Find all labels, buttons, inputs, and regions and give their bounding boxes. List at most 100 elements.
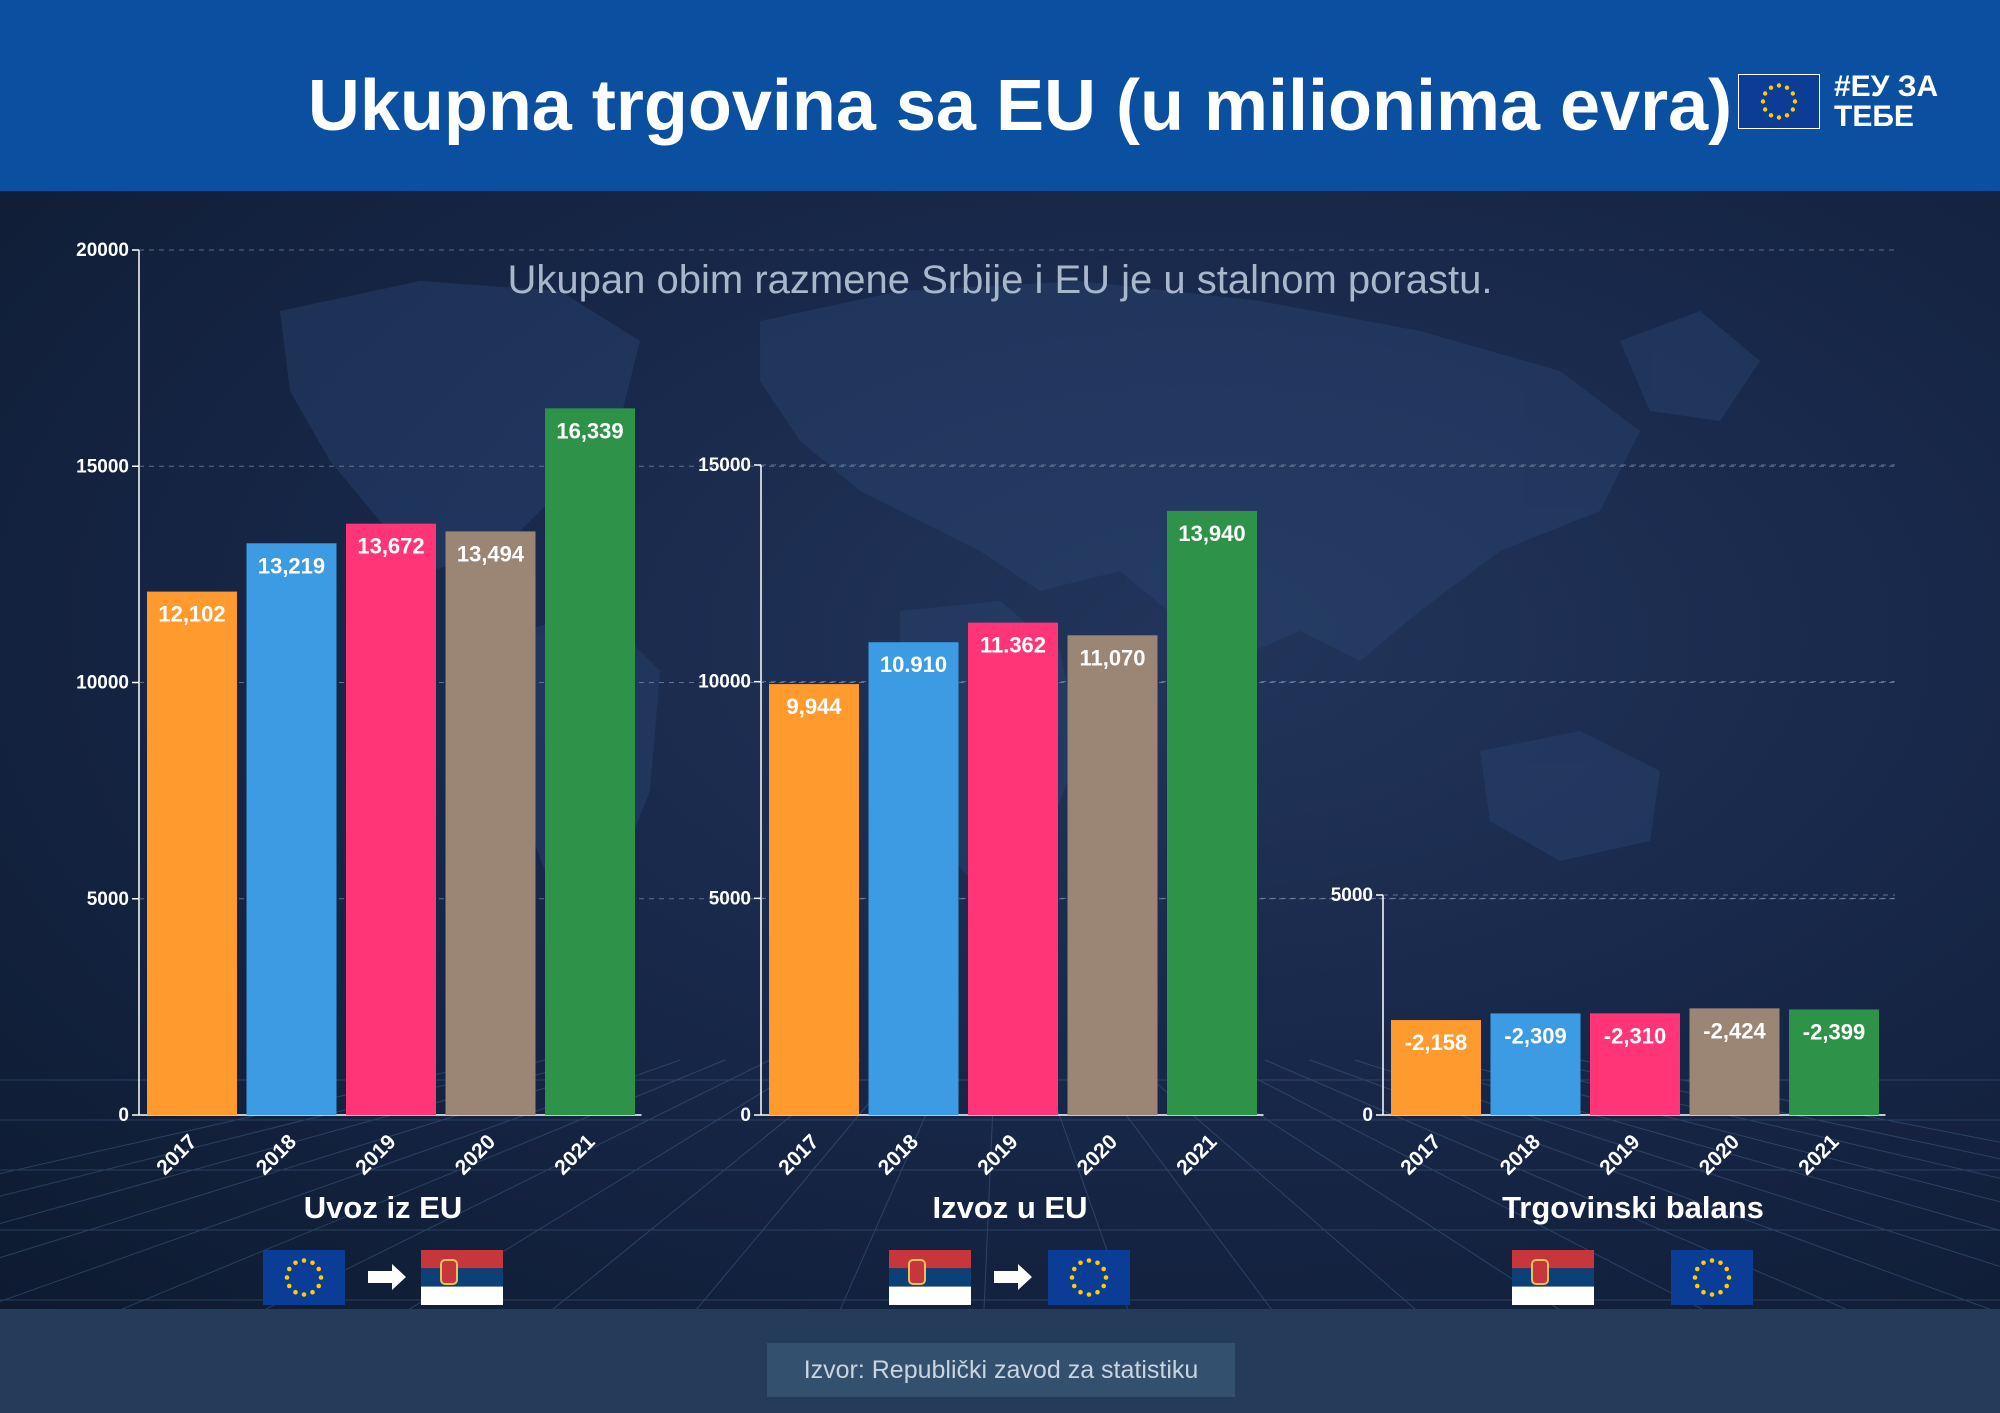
data-label: 11,070 [1079,645,1145,670]
bar-2017 [147,591,237,1115]
flag-stripe-white [1512,1286,1594,1305]
bar-2017 [1391,1020,1481,1115]
eu-star-icon [1724,1266,1730,1272]
chart-panel-3: 05000-2,1582017-2,3092018-2,3102019-2,42… [1331,885,1895,1305]
flag-stripe-red [1512,1250,1594,1269]
data-label: 10.910 [880,652,947,677]
page-title: Ukupna trgovina sa EU (u milionima evra) [307,66,1733,146]
eu-star-icon [1101,1283,1107,1289]
bar-2018 [1490,1013,1581,1115]
eu-star-icon [284,1275,290,1280]
eu-star-icon [293,1289,298,1295]
eu-star-icon [310,1260,315,1266]
grid-line [0,1059,591,1225]
bar-2019 [346,523,436,1115]
coat-of-arms-icon [1531,1259,1549,1285]
grid-line [1219,1059,1704,1309]
charts-svg: 0 5000 10000 15000 20000 12,102 2017 13,219 2018… [0,240,2000,1309]
chart-title: Izvoz u EU [932,1190,1087,1225]
eu-star-icon [1776,115,1782,120]
data-label: 13,219 [258,553,325,578]
x-tick-label: 2021 [550,1130,600,1180]
x-tick-label: 2020 [1073,1130,1122,1179]
x-tick-label: 2017 [774,1130,823,1179]
data-label: -2,424 [1703,1018,1766,1043]
eu-flag-icon [1738,74,1820,129]
serbia-flag-icon [889,1250,971,1305]
eu-star-icon [301,1258,307,1263]
eu-star-icon [1103,1275,1109,1280]
eu-star-icon [1760,99,1766,104]
data-label: -2,309 [1504,1023,1566,1048]
chart-panel-2: 0 5000 10000 15000 9,944 2017 10.910 2018 11.362… [698,455,1895,1305]
eu-flag-icon [1671,1250,1753,1305]
eu-star-icon [1692,1275,1698,1280]
eu-star-icon [286,1266,292,1272]
chart-subtitle: Ukupan obim razmene Srbije i EU je u sta… [507,258,1493,302]
data-label: 16,339 [556,418,623,443]
y-tick-label: 5000 [1331,885,1373,906]
eu-star-icon [1784,85,1790,90]
bar-2021 [1789,1009,1879,1115]
eu-star-icon [1078,1260,1083,1266]
bar-2017 [769,684,859,1115]
eu-star-icon [1792,99,1798,104]
eu-star-icon [1790,91,1796,96]
eu-star-icon [1790,107,1796,112]
eu-star-icon [1101,1266,1107,1272]
eu-star-icon [1762,91,1768,96]
eu-star-icon [1724,1283,1730,1289]
flag-stripe-white [889,1286,971,1305]
flag-stripe-blue [889,1268,971,1287]
eu-star-icon [1086,1258,1092,1263]
eu-star-icon [1095,1289,1100,1295]
eu-star-icon [1086,1292,1092,1297]
flag-stripe-red [421,1250,503,1269]
eu-star-icon [1762,107,1768,112]
brand-logo-text: #ЕУ ЗА ТЕБЕ [1834,70,1939,133]
y-tick-label: 15000 [698,455,751,476]
data-label: -2,158 [1405,1030,1467,1055]
y-tick-label: 20000 [76,240,129,261]
x-tick-label: 2018 [252,1130,302,1180]
eu-flag-icon [263,1250,345,1305]
eu-star-icon [316,1266,322,1272]
eu-star-icon [1718,1260,1723,1266]
serbia-flag-icon [1512,1250,1594,1305]
eu-star-icon [1071,1283,1077,1289]
grid-line [264,1059,771,1309]
arrow-right-icon [368,1264,406,1290]
eu-star-icon [1069,1275,1075,1280]
coat-of-arms-icon [908,1259,926,1285]
data-label: 13,940 [1178,521,1245,546]
eu-star-icon [293,1260,298,1266]
flag-stripe-red [889,1250,971,1269]
bar-2020 [445,531,536,1115]
flag-stripe-blue [1512,1268,1594,1287]
data-label: 9,944 [786,694,842,719]
eu-star-icon [310,1289,315,1295]
eu-star-icon [1709,1258,1715,1263]
chart-title: Trgovinski balans [1502,1190,1764,1225]
coat-of-arms-icon [440,1259,458,1285]
x-tick-label: 2019 [973,1130,1022,1179]
source-note: Izvor: Republički zavod za statistiku [767,1343,1235,1397]
y-tick-label: 10000 [76,673,129,694]
eu-star-icon [1701,1260,1706,1266]
x-tick-label: 2020 [1695,1130,1744,1179]
x-tick-label: 2018 [1496,1130,1546,1180]
bar-2020 [1689,1008,1780,1115]
x-tick-label: 2019 [1595,1130,1644,1179]
eu-star-icon [1726,1275,1732,1280]
y-tick-label: 15000 [76,456,129,477]
eu-star-icon [1071,1266,1077,1272]
chart-title: Uvoz iz EU [304,1190,462,1225]
bar-2018 [868,642,959,1115]
y-tick-label: 0 [1362,1105,1373,1126]
data-label: 13,672 [357,534,424,559]
eu-star-icon [1694,1266,1700,1272]
eu-star-icon [1694,1283,1700,1289]
data-label: 11.362 [980,633,1046,658]
y-tick-label: 10000 [698,672,751,693]
eu-star-icon [316,1283,322,1289]
